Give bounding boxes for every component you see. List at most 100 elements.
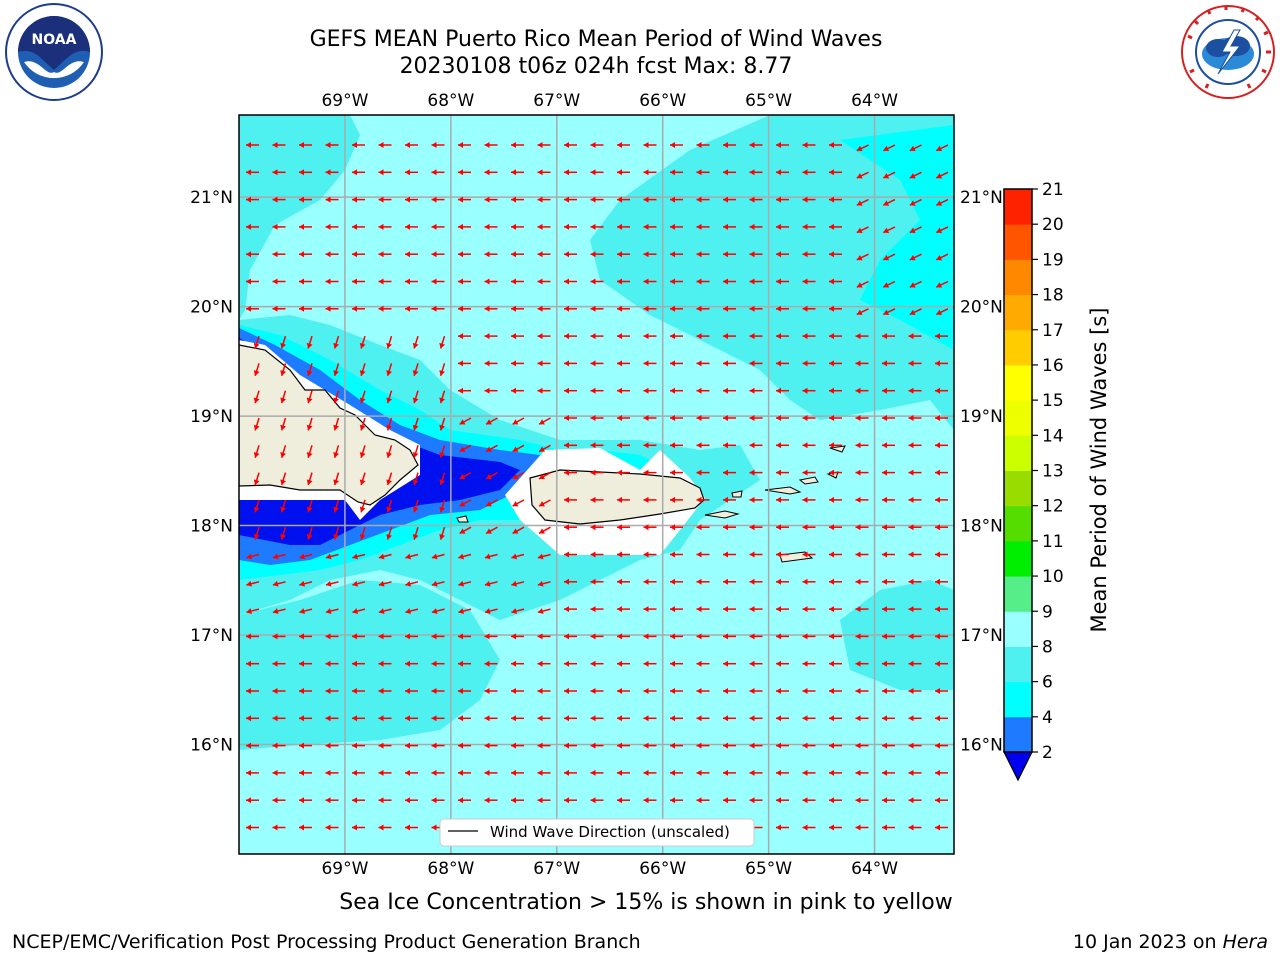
wave-arrow-191 xyxy=(306,335,313,349)
wave-arrow-404 xyxy=(935,524,948,531)
wave-arrow-25 xyxy=(909,144,922,152)
wave-arrow-628 xyxy=(431,769,445,776)
wave-arrow-544 xyxy=(352,688,365,694)
wave-arrow-198 xyxy=(484,333,498,340)
wave-arrow-266 xyxy=(855,387,869,394)
wave-arrow-448 xyxy=(670,578,683,585)
wave-arrow-141 xyxy=(405,278,418,285)
wave-arrow-659 xyxy=(537,797,551,804)
wave-arrow-480 xyxy=(802,606,816,613)
wave-arrow-553 xyxy=(590,688,604,694)
lon-tick-bottom-1: 68°W xyxy=(427,859,474,879)
wave-arrow-663 xyxy=(643,797,657,804)
wave-arrow-94 xyxy=(590,223,604,230)
wave-arrow-4 xyxy=(352,142,365,148)
lon-ticks-bottom: 69°W 68°W 67°W 66°W 65°W 64°W xyxy=(321,859,898,879)
wave-arrow-137 xyxy=(299,278,312,285)
wave-arrow-316 xyxy=(749,442,763,449)
wave-arrow-379 xyxy=(280,526,287,540)
wave-arrow-500 xyxy=(617,633,630,640)
wave-arrow-146 xyxy=(537,278,551,285)
wave-arrow-278 xyxy=(459,417,472,425)
wave-arrow-329 xyxy=(386,472,393,486)
wave-arrow-531 xyxy=(723,660,736,667)
wave-arrow-72 xyxy=(723,196,736,203)
wave-arrow-123 xyxy=(643,251,657,258)
wave-arrow-681 xyxy=(405,824,418,831)
wave-arrow-69 xyxy=(643,196,657,203)
wave-arrow-611 xyxy=(696,742,710,749)
wave-arrow-429 xyxy=(882,551,895,558)
wave-arrow-351 xyxy=(253,499,260,513)
wave-arrow-439 xyxy=(431,580,445,587)
wave-arrow-522 xyxy=(484,660,498,667)
wave-arrow-42 xyxy=(643,169,657,176)
wave-arrow-122 xyxy=(617,251,630,258)
wave-arrow-559 xyxy=(749,688,763,694)
wave-arrow-610 xyxy=(670,742,683,749)
wave-arrow-361 xyxy=(512,499,525,507)
wave-arrow-345 xyxy=(802,469,816,476)
wave-arrow-21 xyxy=(802,142,816,148)
lon-tick-top-2: 67°W xyxy=(533,91,580,111)
wave-arrow-135 xyxy=(246,278,259,285)
wave-arrow-218 xyxy=(306,363,313,377)
colorbar-segment-12 xyxy=(1004,294,1032,331)
wave-arrow-98 xyxy=(696,223,710,230)
wave-arrow-364 xyxy=(590,496,604,503)
wave-arrow-215 xyxy=(935,333,948,340)
wave-arrow-521 xyxy=(458,660,471,667)
wave-arrow-22 xyxy=(829,142,842,148)
colorbar: 2 4 6 8 9 10 11 12 13 14 15 16 17 18 19 20 21 xyxy=(1003,180,1064,782)
wave-arrow-645 xyxy=(882,769,895,776)
wave-arrow-516 xyxy=(325,660,339,667)
wave-arrow-55 xyxy=(272,196,286,203)
wave-arrow-527 xyxy=(617,660,630,667)
wave-arrow-269 xyxy=(935,387,948,394)
footer-branch: NCEP/EMC/Verification Post Processing Pr… xyxy=(12,931,641,953)
wave-arrow-243 xyxy=(253,390,260,404)
colorbar-segment-6 xyxy=(1004,505,1032,542)
wave-arrow-311 xyxy=(617,442,630,449)
wave-arrow-620 xyxy=(935,742,948,749)
wave-arrow-126 xyxy=(723,251,736,258)
wave-arrow-563 xyxy=(855,688,869,694)
wave-arrow-498 xyxy=(564,633,577,640)
wave-arrow-334 xyxy=(512,471,525,480)
wave-arrow-165 xyxy=(325,305,339,312)
wave-arrow-552 xyxy=(564,688,577,694)
wave-arrow-478 xyxy=(749,606,763,613)
wave-arrow-594 xyxy=(246,742,259,749)
wave-arrow-130 xyxy=(829,251,842,258)
wave-arrow-574 xyxy=(431,715,445,722)
wave-arrow-460 xyxy=(272,608,286,614)
wave-arrow-217 xyxy=(280,363,287,377)
wave-arrow-652 xyxy=(352,797,365,804)
wave-arrow-68 xyxy=(617,196,630,203)
wave-arrow-648 xyxy=(246,797,259,804)
wave-arrow-490 xyxy=(352,633,365,640)
wave-arrow-20 xyxy=(776,142,789,148)
wave-arrow-36 xyxy=(484,169,498,176)
wave-arrow-461 xyxy=(299,608,313,614)
wave-arrow-423 xyxy=(723,551,736,558)
wave-arrow-167 xyxy=(378,305,392,312)
wave-arrow-374 xyxy=(855,496,869,503)
wave-arrow-117 xyxy=(484,251,498,258)
wave-arrow-543 xyxy=(325,688,339,694)
wave-arrow-197 xyxy=(458,333,471,340)
wave-arrow-177 xyxy=(643,305,657,312)
wave-arrow-189 xyxy=(253,335,260,349)
wave-arrow-651 xyxy=(325,797,339,804)
wave-arrow-235 xyxy=(749,360,763,367)
wave-arrow-105 xyxy=(882,226,896,234)
wave-arrow-585 xyxy=(723,715,736,722)
wave-arrow-383 xyxy=(386,526,393,540)
wave-arrow-43 xyxy=(670,169,683,176)
wave-arrow-354 xyxy=(333,499,340,513)
wave-arrow-393 xyxy=(643,524,657,531)
wave-arrow-66 xyxy=(564,196,577,203)
wave-arrow-302 xyxy=(386,445,393,458)
wave-arrow-406 xyxy=(272,553,286,560)
wave-arrow-468 xyxy=(484,608,498,614)
